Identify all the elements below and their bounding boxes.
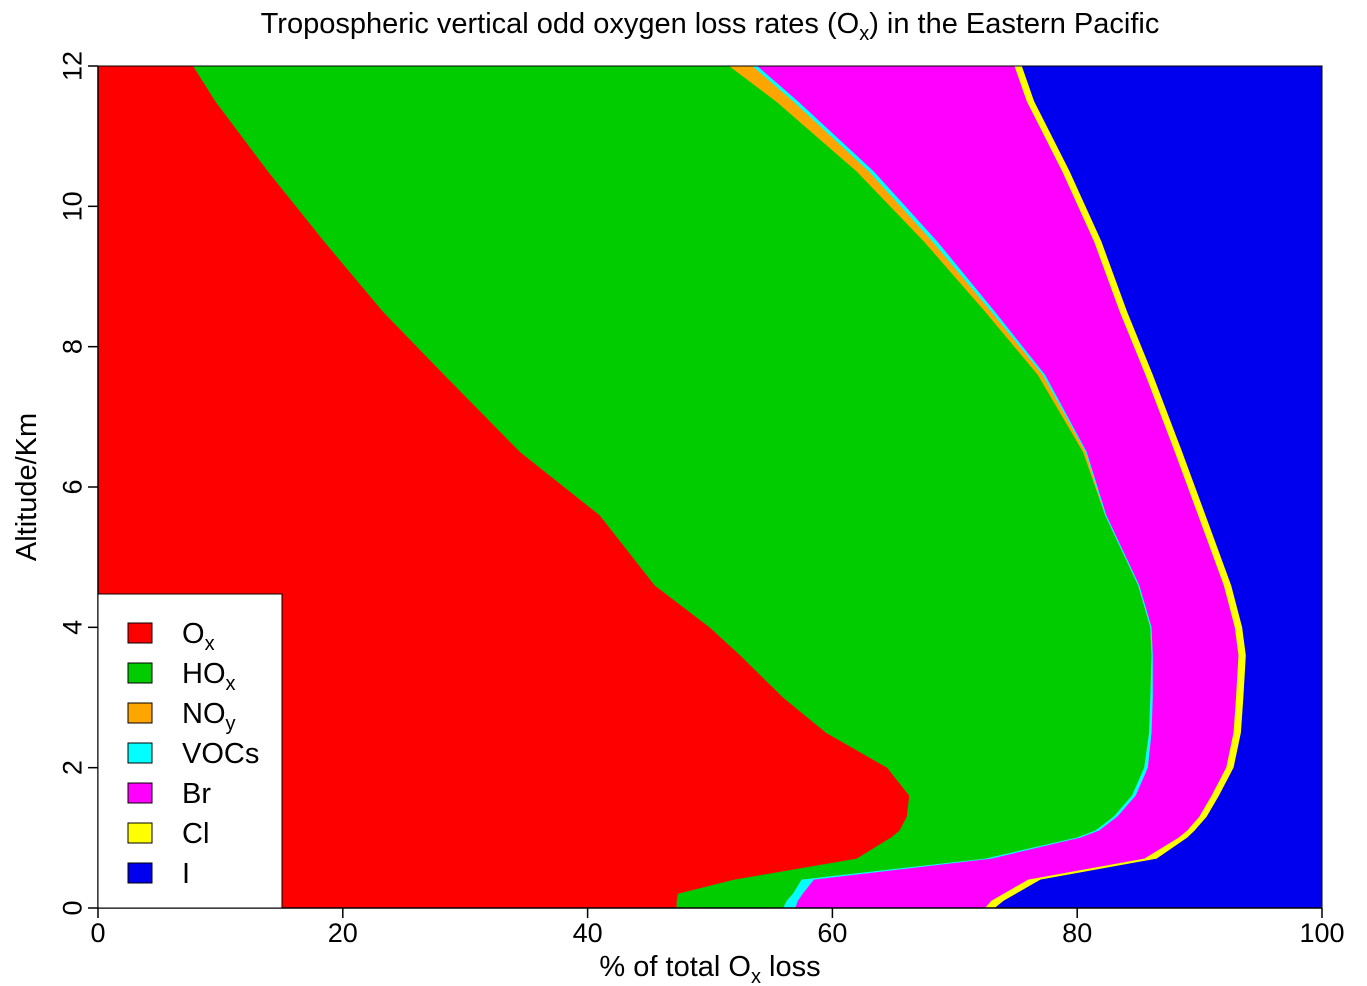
stacked-areas <box>97 65 1323 909</box>
legend-label-noy: NOy <box>182 698 236 735</box>
chart-title: Tropospheric vertical odd oxygen loss ra… <box>261 8 1160 45</box>
legend-swatch-hox <box>127 662 153 684</box>
legend-label-i: I <box>182 858 190 890</box>
x-axis: 0 20 40 60 80 100 <box>90 907 1345 948</box>
legend-label-ox: Ox <box>182 618 215 655</box>
y-axis: 0 2 4 6 8 10 12 <box>57 51 99 916</box>
y-tick-label: 8 <box>57 339 87 354</box>
y-tick-label: 4 <box>57 620 87 635</box>
x-tick-label: 80 <box>1062 918 1092 948</box>
legend-label-cl: Cl <box>182 818 209 850</box>
y-tick-label: 10 <box>57 191 87 221</box>
legend-label-hox: HOx <box>182 658 236 695</box>
y-tick-label: 2 <box>57 760 87 775</box>
legend-swatch-ox <box>127 622 153 644</box>
legend-label-vocs: VOCs <box>182 738 259 770</box>
x-tick-label: 0 <box>90 918 105 948</box>
legend-swatch-br <box>127 782 153 804</box>
legend-swatch-noy <box>127 702 153 724</box>
y-tick-label: 6 <box>57 479 87 494</box>
y-tick-label: 0 <box>57 900 87 915</box>
y-tick-label: 12 <box>57 51 87 81</box>
legend-swatch-i <box>127 862 153 884</box>
x-tick-label: 40 <box>573 918 603 948</box>
x-axis-label: % of total Ox loss <box>599 951 820 986</box>
legend-swatch-cl <box>127 822 153 844</box>
x-tick-label: 100 <box>1299 918 1344 948</box>
legend-label-br: Br <box>182 778 211 810</box>
x-tick-label: 20 <box>328 918 358 948</box>
y-axis-label: Altitude/Km <box>11 413 43 561</box>
x-tick-label: 60 <box>817 918 847 948</box>
legend-swatch-vocs <box>127 742 153 764</box>
